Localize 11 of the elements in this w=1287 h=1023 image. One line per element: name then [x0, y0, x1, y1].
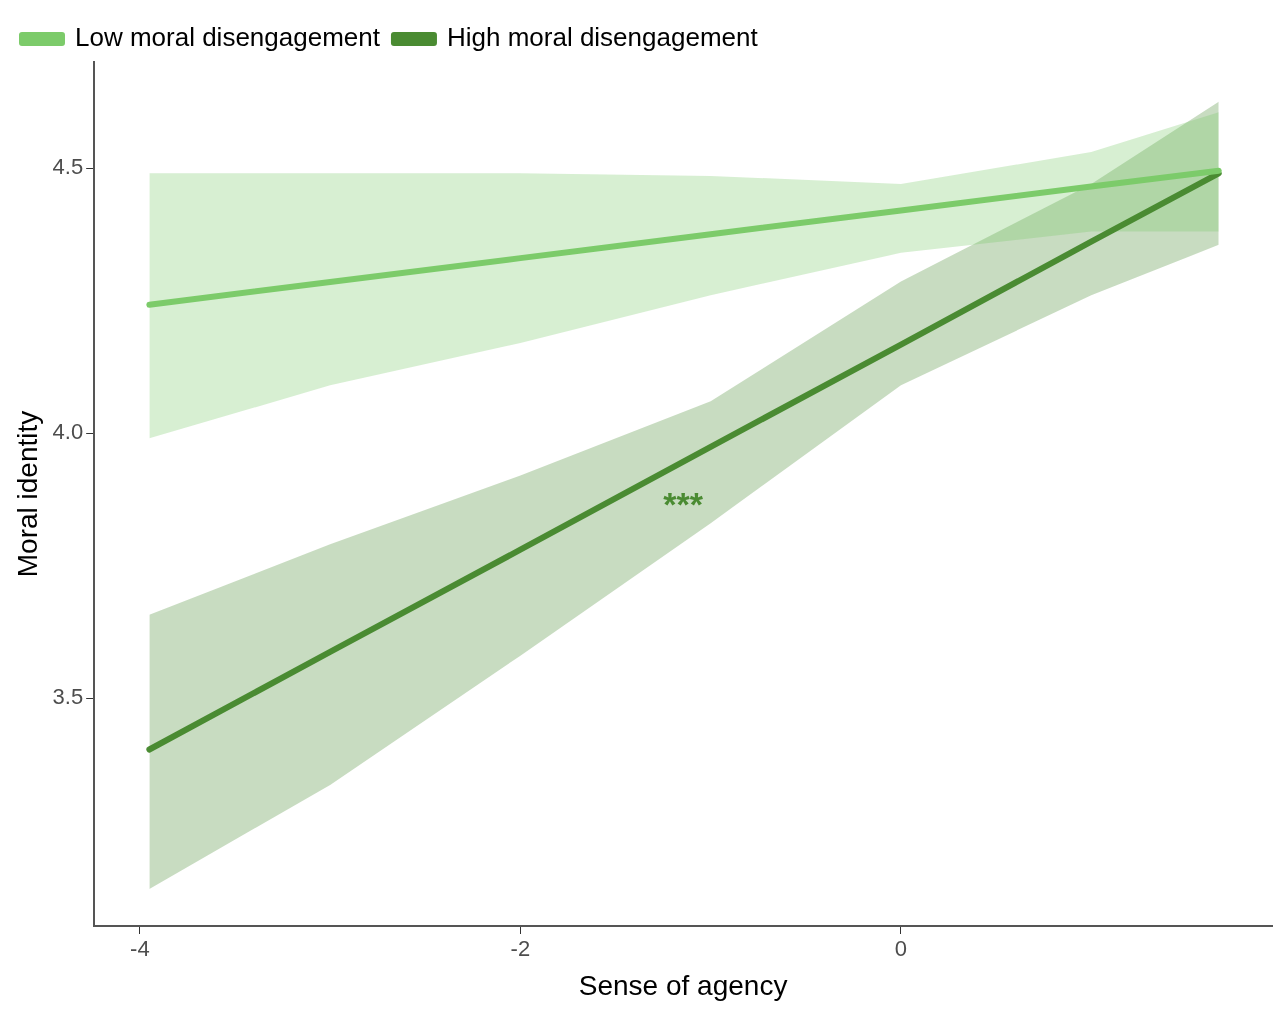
- x-axis-title: Sense of agency: [578, 969, 788, 1001]
- legend-label: High moral disengagement: [446, 22, 759, 53]
- y-tick-label: 4.0: [52, 419, 84, 445]
- y-tick-label: 3.5: [52, 684, 84, 710]
- y-axis-title: Moral identity: [11, 410, 43, 578]
- annotation: ***: [663, 485, 704, 524]
- legend-label: Low moral disengagement: [75, 22, 381, 53]
- x-tick-label: -2: [510, 936, 531, 962]
- x-tick-label: -4: [130, 936, 150, 962]
- x-tick-label: 0: [894, 936, 908, 962]
- y-tick-label: 4.5: [52, 154, 84, 180]
